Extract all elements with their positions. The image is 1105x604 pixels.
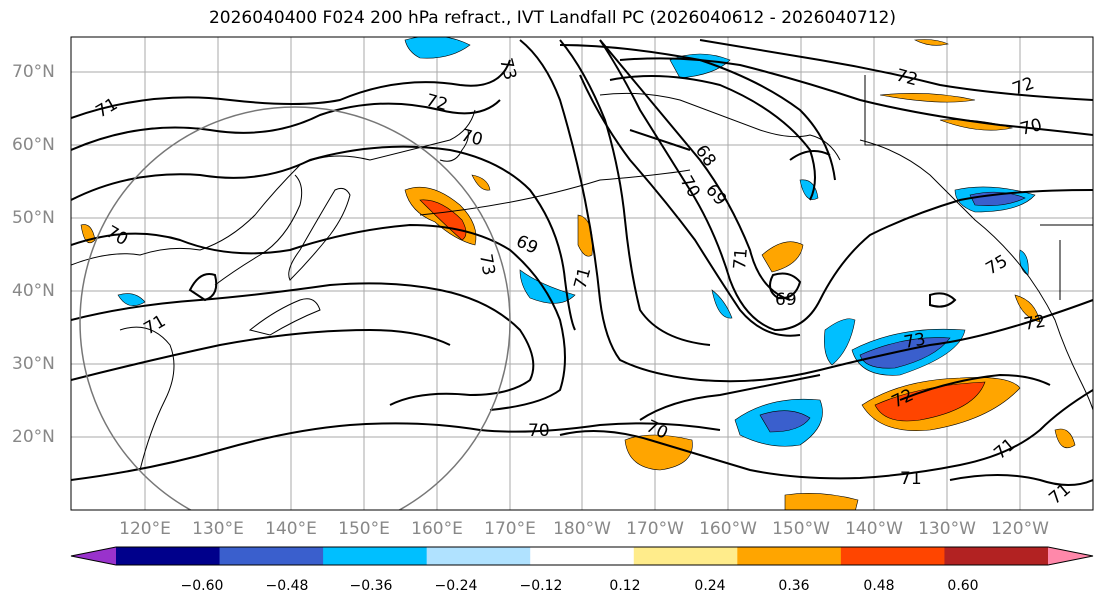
lon-label: 120°E: [119, 519, 171, 539]
lon-label: 140°E: [265, 519, 317, 539]
lon-label: 130°E: [192, 519, 244, 539]
lon-label: 130°W: [918, 519, 976, 539]
colorbar-tick-label: 0.48: [863, 578, 895, 594]
contour-label: 71: [900, 469, 922, 489]
map-frame: [70, 36, 1094, 511]
contour-label: 69: [775, 290, 797, 310]
lon-label: 170°W: [626, 519, 684, 539]
colorbar-tick-label: 0.36: [778, 578, 810, 594]
contour-label: 72: [1022, 311, 1047, 334]
colorbar-tick-label: −0.48: [265, 578, 309, 594]
colorbar-box: [840, 547, 945, 565]
colorbar-tick-label: −0.36: [349, 578, 393, 594]
colorbar-tick-label: −0.12: [519, 578, 563, 594]
lon-label: 140°W: [845, 519, 903, 539]
lon-label: 180°W: [553, 519, 611, 539]
colorbar-tick-label: −0.60: [180, 578, 224, 594]
colorbar-tick-label: 0.24: [694, 578, 726, 594]
colorbar-box: [633, 547, 738, 565]
lat-label: 60°N: [12, 135, 55, 155]
colorbar-box: [219, 547, 324, 565]
lon-label: 150°W: [772, 519, 830, 539]
lat-label: 30°N: [12, 354, 55, 374]
contours: [71, 39, 1093, 486]
colorbar-box: [426, 547, 531, 565]
colorbar-tick-label: −0.24: [434, 578, 478, 594]
colorbar-box: [323, 547, 428, 565]
contour-label: 71: [730, 247, 752, 270]
contour-label: 73: [902, 329, 927, 352]
lon-label: 160°E: [411, 519, 463, 539]
distance-circle: [79, 106, 511, 510]
colorbar-box: [944, 547, 1049, 565]
lon-label: 120°W: [991, 519, 1049, 539]
contour-label: 73: [475, 252, 498, 277]
lat-label: 40°N: [12, 281, 55, 301]
colorbar-box: [530, 547, 635, 565]
map-title: 2026040400 F024 200 hPa refract., IVT La…: [208, 8, 896, 28]
lat-label: 20°N: [12, 427, 55, 447]
lon-label: 150°E: [338, 519, 390, 539]
colorbar: [70, 546, 1094, 566]
colorbar-extend-high: [1048, 547, 1093, 565]
lon-label: 160°W: [699, 519, 757, 539]
colorbar-tick-label: 0.60: [947, 578, 979, 594]
lat-label: 70°N: [12, 62, 55, 82]
colorbar-box: [116, 547, 221, 565]
contour-label: 70: [528, 421, 550, 441]
lat-label: 50°N: [12, 208, 55, 228]
colorbar-extend-low: [71, 547, 116, 565]
colorbar-tick-label: 0.12: [609, 578, 641, 594]
colorbar-box: [737, 547, 842, 565]
colorbar-boxes: [116, 547, 1049, 565]
lon-label: 170°E: [484, 519, 536, 539]
map-field: 73 72 71 70 69 68 73 72 70 71 71 70 69 6…: [71, 37, 1093, 510]
